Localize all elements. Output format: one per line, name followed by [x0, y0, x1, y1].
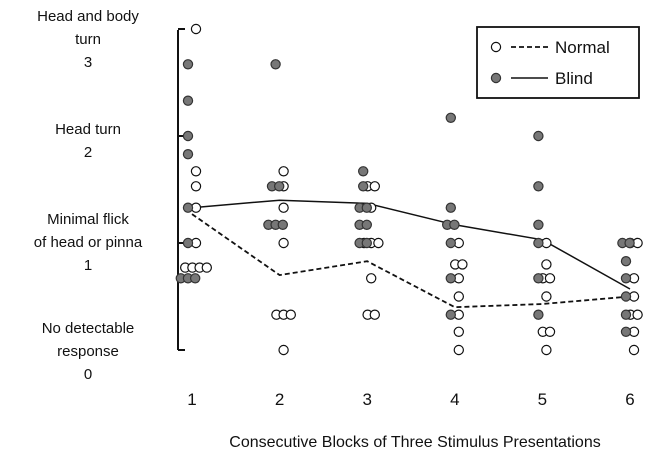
- blind-point: [445, 237, 456, 249]
- legend: Normal Blind: [476, 26, 640, 99]
- normal-mean-line: [191, 213, 631, 309]
- blind-point: [277, 219, 288, 231]
- blind-point: [620, 309, 632, 320]
- data-points: [175, 23, 643, 356]
- x-tick-label: 2: [275, 390, 284, 409]
- normal-point: [544, 273, 556, 284]
- blind-point: [533, 130, 544, 142]
- legend-normal-marker: [490, 41, 502, 53]
- blind-point: [620, 326, 632, 338]
- y-level-label: response: [57, 343, 119, 360]
- y-level-label: Head turn: [55, 121, 121, 138]
- blind-point: [445, 273, 456, 284]
- y-level-label: 1: [84, 257, 92, 274]
- blind-point: [182, 130, 194, 142]
- y-level-label: 0: [84, 366, 92, 383]
- normal-point: [632, 309, 643, 320]
- x-tick-label: 1: [187, 390, 196, 409]
- normal-point: [628, 344, 640, 356]
- legend-blind-marker: [490, 72, 502, 84]
- blind-point: [533, 309, 544, 320]
- normal-point: [541, 259, 552, 270]
- normal-point: [278, 344, 289, 356]
- blind-point: [182, 202, 194, 213]
- blind-point: [533, 273, 544, 284]
- normal-point: [369, 181, 380, 192]
- normal-point: [278, 237, 289, 249]
- x-tick-label: 5: [538, 390, 547, 409]
- blind-point: [182, 59, 194, 70]
- blind-point: [533, 219, 544, 231]
- blind-point: [358, 181, 369, 192]
- blind-point: [274, 181, 285, 192]
- normal-point: [453, 291, 464, 302]
- blind-point: [620, 255, 632, 267]
- legend-box: [476, 26, 640, 99]
- normal-point: [541, 344, 552, 356]
- x-tick-label: 3: [362, 390, 371, 409]
- normal-point: [190, 166, 202, 177]
- normal-point: [453, 326, 464, 338]
- y-axis: [177, 28, 185, 351]
- x-axis-title: Consecutive Blocks of Three Stimulus Pre…: [229, 434, 600, 451]
- x-tick-label: 4: [450, 390, 459, 409]
- blind-point: [182, 237, 194, 249]
- series-lines: [191, 199, 631, 309]
- legend-blind-label: Blind: [555, 69, 593, 88]
- normal-point: [369, 309, 380, 320]
- normal-point: [457, 259, 468, 270]
- y-level-label: 3: [84, 54, 92, 71]
- blind-point: [449, 219, 460, 231]
- y-level-label: Minimal flick: [47, 211, 129, 228]
- blind-point: [182, 95, 194, 106]
- normal-point: [453, 344, 464, 356]
- blind-point: [445, 112, 456, 124]
- y-axis-labels: Head and body turn 3 Head turn 2 Minimal flic…: [34, 8, 143, 383]
- normal-point: [278, 166, 289, 177]
- blind-point: [361, 202, 372, 213]
- blind-point: [189, 273, 201, 284]
- blind-point: [445, 202, 456, 213]
- x-tick-label: 6: [625, 390, 634, 409]
- normal-point: [373, 237, 384, 249]
- y-level-label: Head and body: [37, 8, 139, 25]
- blind-point: [620, 291, 632, 302]
- y-level-label: No detectable: [42, 320, 135, 337]
- legend-normal-label: Normal: [555, 38, 610, 57]
- blind-point: [270, 59, 281, 70]
- blind-point: [182, 148, 194, 160]
- blind-point: [533, 237, 544, 249]
- normal-point: [278, 202, 289, 213]
- blind-point: [361, 219, 372, 231]
- blind-point: [445, 309, 456, 320]
- normal-point: [544, 326, 556, 338]
- normal-point: [190, 181, 202, 192]
- normal-point: [190, 23, 202, 35]
- blind-point: [358, 166, 369, 177]
- normal-point: [541, 291, 552, 302]
- y-level-label: turn: [75, 31, 101, 48]
- blind-point: [361, 237, 372, 249]
- blind-point: [533, 181, 544, 192]
- blind-point: [624, 237, 635, 249]
- blind-point: [620, 273, 632, 284]
- y-level-label: of head or pinna: [34, 234, 143, 251]
- blind-mean-line: [191, 199, 631, 290]
- normal-point: [201, 262, 212, 273]
- normal-point: [366, 273, 377, 284]
- x-axis-tick-labels: 1 2 3 4 5 6: [187, 390, 634, 409]
- y-level-label: 2: [84, 144, 92, 161]
- normal-point: [285, 309, 296, 320]
